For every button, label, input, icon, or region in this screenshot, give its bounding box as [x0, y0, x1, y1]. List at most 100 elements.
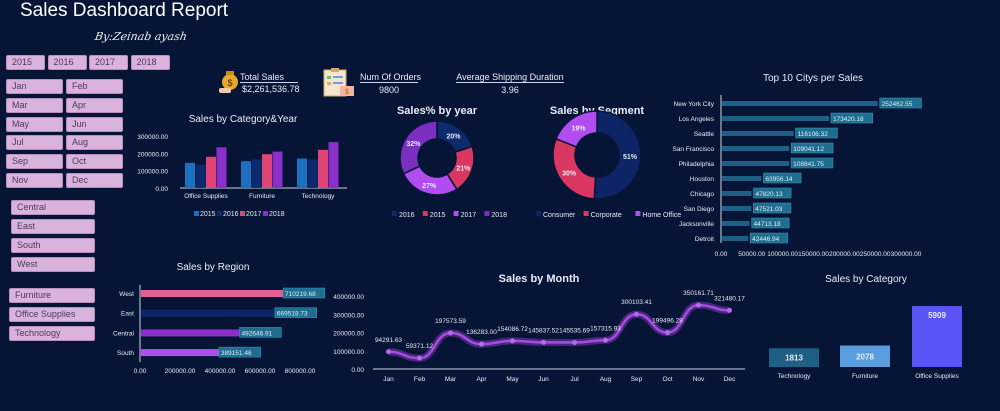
data-label: 710219.68	[285, 291, 316, 298]
month-filter-apr[interactable]: Apr	[66, 97, 123, 113]
slice-home-office	[555, 110, 598, 148]
chart-title: Sales% by year	[397, 105, 478, 117]
city-label: Jacksonville	[679, 221, 714, 228]
x-tick-label: Technology	[778, 373, 812, 380]
line-point	[386, 349, 391, 355]
month-filter-feb[interactable]: Feb	[66, 79, 123, 94]
region-filter-west[interactable]: West	[11, 257, 95, 272]
x-tick-label: Furniture	[852, 373, 878, 380]
bar-2017	[318, 149, 328, 188]
city-label: Seattle	[694, 131, 715, 138]
shipping-label: Average Shipping Duration	[456, 72, 564, 83]
region-label: West	[119, 291, 134, 298]
region-filter-central[interactable]: Central	[11, 200, 95, 215]
x-tick-label: Office Supplies	[915, 373, 959, 380]
month-filter-may[interactable]: May	[6, 116, 63, 132]
region-filter-south[interactable]: South	[11, 238, 95, 253]
region-label: East	[121, 311, 134, 318]
data-label: 350161.71	[683, 290, 714, 297]
year-filter-2017[interactable]: 2017	[89, 55, 128, 70]
y-tick-label: 400000.00	[333, 294, 364, 301]
month-filter-jun[interactable]: Jun	[66, 116, 123, 132]
month-filter-oct[interactable]: Oct	[66, 154, 123, 170]
slice-label: 27%	[422, 183, 437, 190]
line-point	[417, 355, 422, 361]
data-label: 197573.59	[435, 318, 466, 325]
bar-city	[722, 161, 790, 166]
month-filter-nov[interactable]: Nov	[6, 173, 63, 188]
y-tick-label: 0.00	[351, 367, 364, 374]
bar-city	[722, 131, 794, 136]
x-tick-label: 400000.00	[205, 368, 236, 375]
category-filter-office-supplies[interactable]: Office Supplies	[9, 307, 95, 322]
category-filter-technology[interactable]: Technology	[9, 326, 95, 341]
x-tick-label: Technology	[302, 193, 336, 200]
city-label: San Francisco	[672, 146, 714, 153]
bar-2016	[251, 159, 262, 188]
money-bag-icon: $	[218, 68, 240, 94]
data-label: 157315.93	[590, 325, 621, 332]
legend-swatch	[217, 211, 222, 216]
city-label: New York City	[674, 101, 715, 108]
legend-label: 2018	[491, 212, 507, 219]
bar-city	[722, 146, 790, 151]
city-label: Chicago	[690, 191, 714, 198]
month-filter-dec[interactable]: Dec	[66, 173, 123, 188]
slice-2018	[399, 120, 438, 175]
chart-title: Sales by Month	[499, 273, 580, 285]
month-filter-mar[interactable]: Mar	[6, 97, 63, 113]
bar-2018	[272, 151, 283, 188]
bar-category	[840, 345, 890, 367]
slice-corporate	[552, 137, 597, 200]
category-filter-furniture[interactable]: Furniture	[9, 288, 95, 303]
slice-label: 21%	[456, 165, 471, 172]
x-tick-label: Office Supplies	[184, 193, 228, 200]
data-label-box	[218, 346, 261, 358]
data-label: 173420.18	[833, 116, 864, 123]
region-filter-east[interactable]: East	[11, 219, 95, 234]
month-filter-jan[interactable]: Jan	[6, 79, 63, 94]
y-tick-label: 200000.00	[333, 331, 364, 338]
slice-consumer	[593, 110, 642, 200]
legend-swatch	[484, 211, 490, 216]
city-label: Philadelphia	[679, 161, 715, 168]
data-label-box	[830, 112, 873, 124]
orders-label: Num Of Orders	[360, 72, 422, 83]
bar-region-central	[141, 329, 240, 337]
line-point	[510, 338, 515, 344]
month-filter-sep[interactable]: Sep	[6, 154, 63, 170]
data-label: 145535.69	[559, 327, 590, 334]
month-filter-jul[interactable]: Jul	[6, 135, 63, 151]
month-filter-aug[interactable]: Aug	[66, 135, 123, 151]
bar-2018	[216, 147, 227, 188]
chart-title: Top 10 Citys per Sales	[763, 73, 863, 84]
data-label-box	[239, 327, 282, 338]
line-point	[603, 337, 608, 343]
data-label: 300103.41	[621, 299, 652, 306]
bar-city	[722, 206, 752, 211]
x-tick-label: Jun	[538, 376, 549, 383]
year-filter-2015[interactable]: 2015	[6, 55, 45, 70]
year-filter-2018[interactable]: 2018	[130, 55, 170, 70]
year-filter-2016[interactable]: 2016	[47, 55, 87, 70]
legend-label: 2017	[461, 212, 477, 219]
x-tick-label: 250000.00	[860, 251, 891, 258]
x-tick-label: Feb	[414, 376, 426, 383]
data-label: 389151.46	[221, 350, 252, 357]
data-label-box	[274, 307, 317, 318]
slice-label: 19%	[571, 126, 586, 133]
bar-region-east	[141, 309, 275, 317]
y-tick-label: 100000.00	[137, 169, 168, 176]
bar-city	[722, 221, 750, 226]
orders-value: 9800	[378, 85, 400, 95]
total-sales-label: Total Sales	[240, 72, 298, 83]
data-label: 199496.28	[652, 318, 683, 325]
data-label: 109041.12	[793, 146, 824, 153]
data-label: 44713.18	[754, 221, 781, 228]
bar-2015	[185, 162, 195, 188]
slice-label: 32%	[406, 141, 421, 148]
page-title: Sales Dashboard Report	[20, 0, 229, 21]
data-label: 1813	[785, 354, 803, 363]
bar-city	[722, 236, 749, 241]
y-tick-label: 300000.00	[333, 312, 364, 319]
